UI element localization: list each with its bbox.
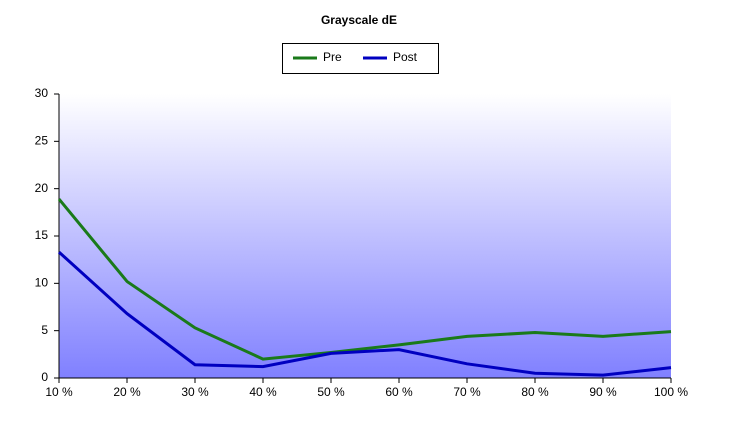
- chart-title: Grayscale dE: [321, 13, 397, 27]
- y-tick-label: 15: [35, 228, 49, 242]
- y-tick-label: 20: [35, 181, 49, 195]
- legend-items: Pre Post: [293, 50, 418, 64]
- y-tick-label: 5: [41, 323, 48, 337]
- x-tick-label: 10 %: [45, 385, 73, 399]
- x-tick-label: 50 %: [317, 385, 345, 399]
- y-tick-label: 0: [41, 370, 48, 384]
- x-tick-label: 90 %: [589, 385, 617, 399]
- x-tick-label: 20 %: [113, 385, 141, 399]
- y-tick-label: 25: [35, 134, 49, 148]
- x-tick-label: 80 %: [521, 385, 549, 399]
- x-tick-label: 100 %: [654, 385, 688, 399]
- y-tick-label: 30: [35, 86, 49, 100]
- series-line: [57, 198, 672, 361]
- x-tick-label: 30 %: [181, 385, 209, 399]
- plot-area: [59, 94, 671, 378]
- x-tick-label: 40 %: [249, 385, 277, 399]
- x-tick-label: 70 %: [453, 385, 481, 399]
- y-tick-label: 10: [35, 276, 49, 290]
- x-tick-label: 60 %: [385, 385, 413, 399]
- legend-label: Pre: [323, 50, 342, 64]
- series-line: [57, 250, 672, 377]
- legend-label: Post: [393, 50, 418, 64]
